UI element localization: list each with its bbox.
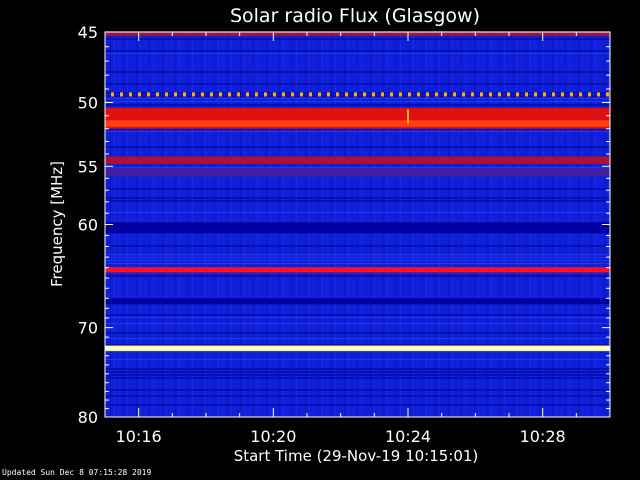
noise-row: [105, 104, 610, 106]
band-1: [105, 92, 610, 97]
noise-row: [105, 101, 610, 102]
noise-row: [105, 275, 610, 277]
y-tick-label: 70: [78, 319, 98, 338]
noise-row: [105, 254, 610, 255]
noise-row: [105, 260, 610, 261]
noise-row: [105, 257, 610, 258]
noise-row: [105, 317, 610, 318]
band-4: [105, 156, 610, 164]
band-6: [105, 222, 610, 234]
noise-row: [105, 314, 610, 316]
noise-row: [105, 212, 610, 213]
noise-row: [105, 200, 610, 202]
noise-row: [105, 167, 610, 168]
noise-row: [105, 323, 610, 324]
x-axis-label: Start Time (29-Nov-19 10:15:01): [234, 447, 479, 465]
x-tick-label: 10:28: [520, 427, 566, 446]
plot-area: [104, 31, 611, 418]
noise-row: [105, 332, 610, 334]
noise-row: [105, 389, 610, 391]
noise-row: [105, 368, 610, 370]
noise-row: [105, 188, 610, 190]
noise-row: [105, 338, 610, 339]
y-tick-label: 50: [78, 94, 98, 113]
noise-row: [105, 98, 610, 99]
noise-row: [105, 404, 610, 406]
axis-ticks: 45 50 55 60 70 80 10:16 10:20 10:24 10:28: [78, 23, 610, 446]
updated-timestamp: Updated Sun Dec 8 07:15:28 2019: [2, 468, 152, 477]
noise-row: [105, 146, 610, 148]
y-tick-label: 55: [78, 157, 98, 176]
band-5: [105, 168, 610, 177]
x-tick-label: 10:16: [116, 427, 162, 446]
noise-row: [105, 263, 610, 264]
band-10: [105, 347, 610, 350]
burst-spike: [407, 109, 409, 124]
noise-row: [105, 371, 610, 373]
band-0: [105, 31, 610, 36]
noise-row: [105, 83, 610, 85]
chart-title: Solar radio Flux (Glasgow): [230, 5, 480, 27]
y-tick-label: 60: [78, 216, 98, 235]
x-tick-label: 10:24: [385, 427, 431, 446]
noise-row: [105, 374, 610, 376]
noise-row: [105, 53, 610, 54]
band-8: [105, 298, 610, 305]
noise-row: [105, 50, 610, 52]
noise-row: [105, 395, 610, 397]
noise-row: [105, 359, 610, 360]
noise-row: [105, 71, 610, 73]
y-tick-label: 80: [78, 408, 98, 427]
noise-row: [105, 344, 610, 346]
noise-row: [105, 128, 610, 130]
y-axis-label: Frequency [MHz]: [48, 161, 66, 287]
x-tick-label: 10:20: [250, 427, 296, 446]
noise-row: [105, 245, 610, 247]
band-7: [105, 267, 610, 273]
y-tick-label: 45: [78, 23, 98, 42]
noise-row: [105, 377, 610, 379]
noise-row: [105, 38, 610, 40]
noise-row: [105, 197, 610, 199]
noise-row: [105, 131, 610, 132]
band-3: [105, 120, 610, 127]
